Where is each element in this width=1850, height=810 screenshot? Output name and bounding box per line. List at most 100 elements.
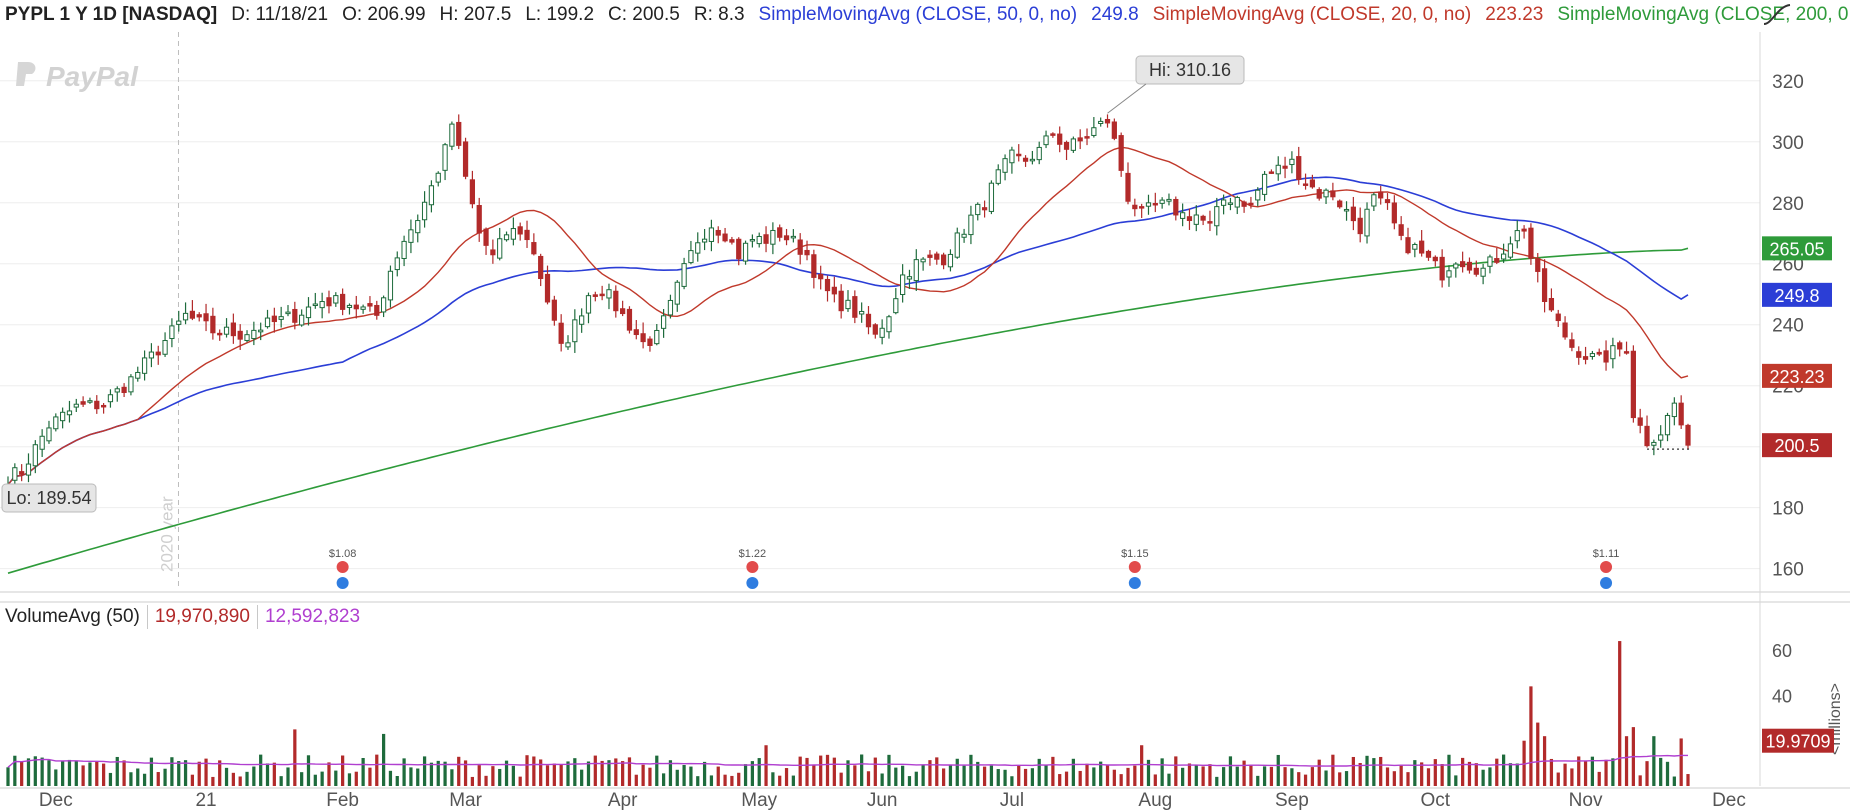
- volume-bar: [969, 754, 973, 786]
- volume-bar: [6, 767, 10, 786]
- dividend-amount: $1.22: [739, 548, 767, 560]
- candle-body: [1623, 351, 1630, 354]
- candle-body: [613, 290, 619, 312]
- volume-indicator-label[interactable]: VolumeAvg (50): [5, 606, 140, 627]
- symbol-label[interactable]: PYPL 1 Y 1D [NASDAQ]: [5, 4, 218, 25]
- candle-body: [1323, 189, 1329, 198]
- volume-bar: [962, 765, 966, 786]
- volume-bar: [1474, 763, 1478, 786]
- candle-body: [1125, 172, 1131, 202]
- candle-body: [927, 254, 933, 258]
- candle-body: [1487, 256, 1493, 267]
- volume-bar: [518, 776, 522, 786]
- volume-bar: [1481, 769, 1485, 786]
- volume-bar: [1447, 754, 1451, 786]
- candle-body: [333, 295, 339, 304]
- time-tick-label: Aug: [1138, 790, 1172, 810]
- candle-body: [394, 257, 400, 271]
- candle-body: [647, 338, 653, 346]
- volume-bar: [129, 772, 133, 786]
- sma200-label[interactable]: SimpleMovingAvg (CLOSE, 200, 0, no): [1557, 4, 1850, 25]
- volume-bar: [1385, 767, 1390, 786]
- volume-bar: [1426, 768, 1431, 786]
- candle-body: [1576, 351, 1582, 358]
- candle-body: [654, 329, 660, 345]
- volume-value: 19,970,890: [154, 606, 250, 627]
- candle-body: [777, 227, 783, 238]
- candle-body: [1330, 190, 1336, 198]
- volume-bar: [402, 758, 406, 786]
- time-axis: Dec 21 Feb Mar Apr May Jun Jul Aug Sep Oct Nov Dec: [0, 787, 1850, 810]
- candle-body: [770, 229, 776, 245]
- candle-body: [1091, 127, 1097, 136]
- volume-bar: [1590, 756, 1595, 786]
- volume-tick-label: 40: [1772, 686, 1792, 706]
- volume-bar: [1160, 758, 1164, 786]
- price-tick-label: 300: [1772, 133, 1804, 154]
- candle-body: [872, 324, 878, 335]
- sma20-label[interactable]: SimpleMovingAvg (CLOSE, 20, 0, no): [1152, 4, 1472, 25]
- volume-bar: [1413, 760, 1417, 786]
- time-tick-label: Feb: [326, 790, 359, 810]
- year-label: 2020 year: [157, 496, 176, 572]
- high-readout: H: 207.5: [439, 4, 512, 25]
- candle-body: [900, 274, 906, 296]
- candle-body: [1261, 173, 1268, 195]
- volume-bar: [860, 754, 864, 786]
- volume-bar: [1058, 774, 1062, 786]
- candle-body: [326, 297, 332, 307]
- volume-bar: [1358, 762, 1362, 786]
- volume-tag: [1762, 728, 1834, 753]
- candle-body: [12, 467, 18, 481]
- candle-body: [1637, 417, 1643, 426]
- volume-bar: [395, 776, 399, 786]
- volume-bar: [1522, 740, 1526, 786]
- candle-body: [128, 376, 134, 393]
- volume-bar: [873, 757, 877, 786]
- candle-body: [1548, 297, 1555, 311]
- candle-body: [1603, 350, 1609, 363]
- volume-bar: [511, 765, 515, 786]
- candle-body: [742, 242, 749, 262]
- candle-body: [182, 312, 189, 321]
- candle-body: [1118, 135, 1124, 171]
- candle-body: [1658, 434, 1664, 441]
- volume-bar: [1174, 756, 1178, 786]
- volume-bar: [655, 755, 659, 786]
- candle-body: [988, 182, 995, 212]
- candle-body: [1494, 258, 1500, 263]
- volume-bar: [1003, 769, 1007, 786]
- volume-bar: [33, 756, 37, 786]
- paypal-mark-icon: [16, 62, 36, 86]
- time-tick-label: Apr: [608, 790, 638, 810]
- volume-bar: [1181, 767, 1185, 786]
- candle-body: [421, 201, 428, 221]
- trend-line-icon[interactable]: [1762, 2, 1792, 28]
- sma50-label[interactable]: SimpleMovingAvg (CLOSE, 50, 0, no): [758, 4, 1078, 25]
- candle-body: [1248, 202, 1254, 206]
- candle-body: [688, 250, 694, 264]
- volume-bar: [218, 760, 222, 786]
- paypal-logo-text: PayPal: [46, 61, 139, 92]
- candle-body: [1371, 194, 1377, 207]
- candle-body: [1302, 183, 1309, 186]
- candle-body: [264, 317, 271, 328]
- candle-body: [1009, 149, 1015, 164]
- volume-bar: [265, 763, 270, 786]
- volume-bar: [429, 762, 434, 786]
- candle-body: [797, 239, 803, 255]
- candle-body: [510, 228, 516, 240]
- candle-body: [39, 435, 45, 450]
- price-tag-label: 265.05: [1769, 239, 1824, 259]
- candlestick-series: [5, 114, 1692, 497]
- volume-bar: [1085, 763, 1089, 786]
- volume-bar: [730, 775, 734, 786]
- volume-bar: [1618, 641, 1622, 786]
- candle-body: [1671, 402, 1677, 418]
- volume-bar: [1529, 686, 1533, 786]
- candle-body: [886, 316, 892, 333]
- candle-body: [674, 281, 680, 305]
- candle-body: [1473, 267, 1479, 275]
- candle-body: [1582, 356, 1589, 360]
